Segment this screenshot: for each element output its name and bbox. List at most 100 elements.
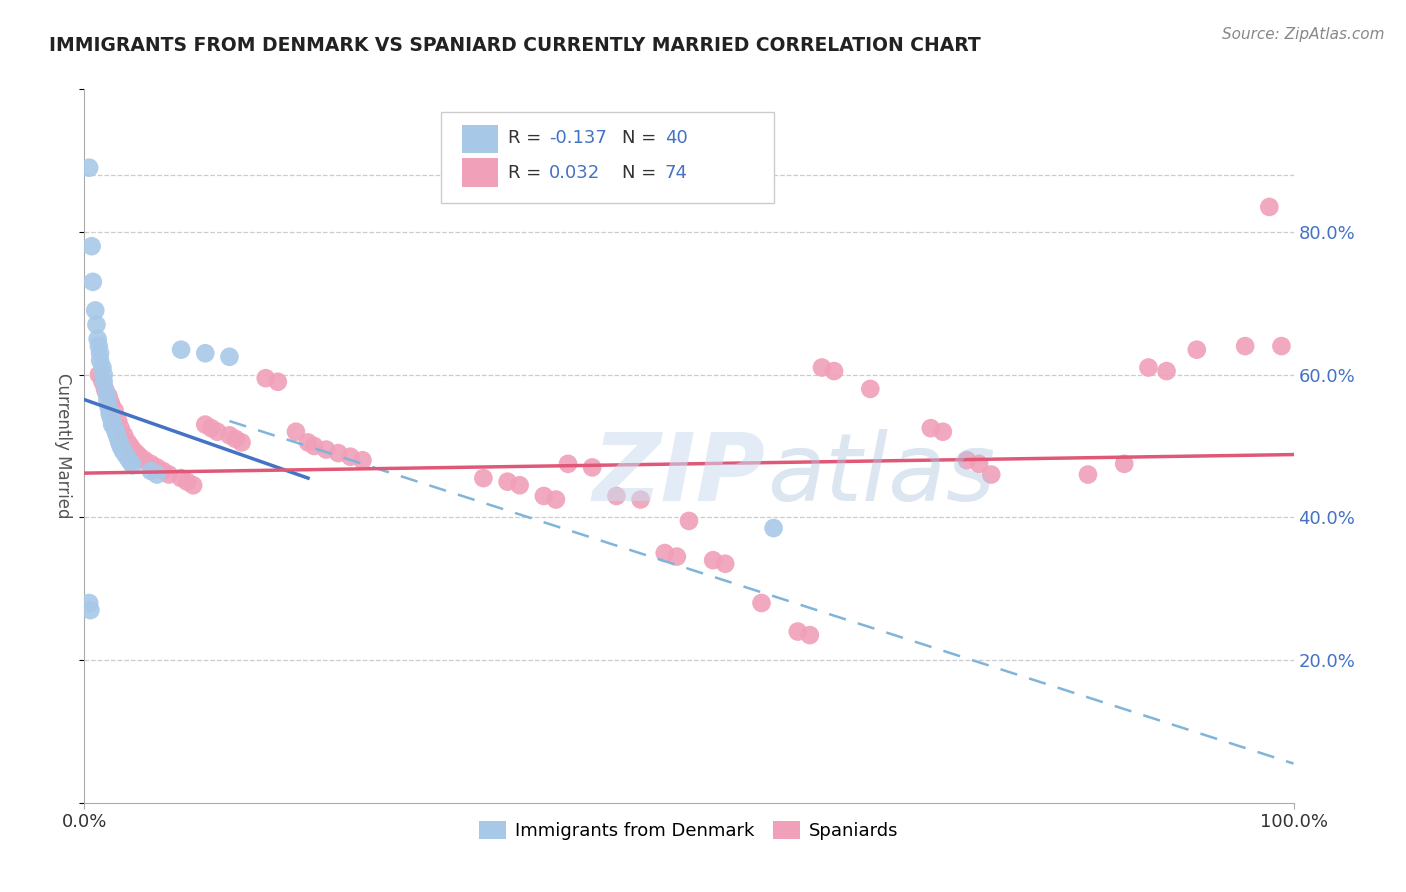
Point — [86, 318, 108, 332]
Point — [339, 450, 361, 464]
Point — [101, 414, 124, 428]
Point — [859, 382, 882, 396]
Point — [920, 421, 942, 435]
Point — [112, 444, 135, 458]
Point — [176, 475, 198, 489]
FancyBboxPatch shape — [441, 112, 773, 203]
Text: 0.032: 0.032 — [548, 164, 600, 182]
Point — [108, 435, 131, 450]
Point — [170, 343, 193, 357]
Point — [117, 451, 139, 466]
Point — [107, 414, 129, 428]
Point — [533, 489, 555, 503]
Text: 74: 74 — [665, 164, 688, 182]
Point — [932, 425, 955, 439]
Point — [200, 421, 222, 435]
Text: R =: R = — [508, 164, 547, 182]
Point — [79, 603, 101, 617]
Point — [105, 428, 128, 442]
Point — [121, 458, 143, 473]
Point — [111, 441, 134, 455]
Point — [107, 432, 129, 446]
Point — [93, 375, 115, 389]
Point — [157, 467, 180, 482]
Point — [786, 624, 808, 639]
Text: R =: R = — [508, 128, 547, 146]
Point — [496, 475, 519, 489]
Point — [101, 417, 124, 432]
Point — [194, 346, 217, 360]
Point — [581, 460, 603, 475]
Point — [139, 457, 162, 471]
Point — [93, 368, 115, 382]
Point — [823, 364, 845, 378]
Text: Source: ZipAtlas.com: Source: ZipAtlas.com — [1222, 27, 1385, 42]
Point — [87, 368, 110, 382]
Point — [799, 628, 821, 642]
Bar — [461, 159, 498, 187]
Text: N =: N = — [623, 128, 662, 146]
Point — [146, 467, 169, 482]
Point — [80, 239, 103, 253]
Text: ZIP: ZIP — [592, 428, 765, 521]
Point — [114, 448, 136, 462]
Point — [980, 467, 1002, 482]
Point — [129, 450, 152, 464]
Point — [104, 425, 127, 439]
Point — [352, 453, 374, 467]
Point — [1137, 360, 1160, 375]
Point — [77, 161, 100, 175]
Point — [181, 478, 204, 492]
Point — [956, 453, 979, 467]
Point — [284, 425, 308, 439]
Point — [967, 457, 990, 471]
Point — [82, 275, 104, 289]
Point — [84, 303, 107, 318]
Text: 40: 40 — [665, 128, 688, 146]
Point — [98, 403, 121, 417]
Point — [297, 435, 319, 450]
Point — [472, 471, 495, 485]
Point — [702, 553, 724, 567]
Text: -0.137: -0.137 — [548, 128, 606, 146]
Point — [1114, 457, 1136, 471]
Point — [104, 421, 127, 435]
Text: atlas: atlas — [768, 429, 995, 520]
Point — [630, 492, 652, 507]
Point — [96, 392, 118, 407]
Point — [714, 557, 737, 571]
Point — [328, 446, 350, 460]
Point — [97, 400, 120, 414]
Point — [104, 403, 127, 417]
Point — [94, 385, 117, 400]
Point — [91, 360, 114, 375]
Point — [762, 521, 785, 535]
Point — [170, 471, 193, 485]
Point — [134, 453, 156, 467]
Point — [231, 435, 253, 450]
Bar — [461, 125, 498, 153]
Point — [267, 375, 290, 389]
Point — [1234, 339, 1257, 353]
Point — [117, 435, 139, 450]
Point — [665, 549, 688, 564]
Point — [194, 417, 217, 432]
Point — [112, 428, 135, 442]
Point — [98, 407, 121, 421]
Point — [89, 346, 111, 360]
Point — [125, 446, 148, 460]
Point — [654, 546, 676, 560]
Point — [100, 410, 122, 425]
Point — [94, 382, 117, 396]
Point — [91, 375, 114, 389]
Point — [77, 596, 100, 610]
Text: N =: N = — [623, 164, 662, 182]
Text: IMMIGRANTS FROM DENMARK VS SPANIARD CURRENTLY MARRIED CORRELATION CHART: IMMIGRANTS FROM DENMARK VS SPANIARD CURR… — [49, 36, 981, 54]
Point — [678, 514, 700, 528]
Point — [110, 421, 132, 435]
Point — [1077, 467, 1099, 482]
Y-axis label: Currently Married: Currently Married — [55, 373, 73, 519]
Point — [97, 389, 120, 403]
Point — [225, 432, 247, 446]
Point — [751, 596, 773, 610]
